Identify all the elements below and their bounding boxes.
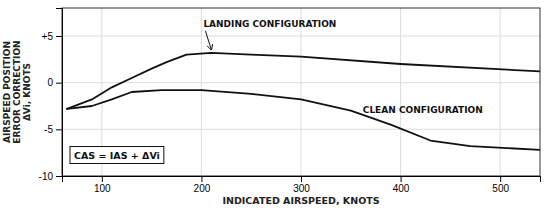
plot-frame <box>62 8 540 176</box>
tick-mark <box>401 176 402 182</box>
tick: 400 <box>393 176 410 194</box>
tick-mark <box>56 36 62 37</box>
tick-label: -5 <box>44 124 53 135</box>
lines <box>67 53 540 150</box>
y-axis: -10 -5 0 +5 <box>39 9 63 182</box>
plot: 100 200 300 400 500 -10 -5 0 +5 LANDING CONFIGURA… <box>39 8 541 194</box>
tick-label: 300 <box>293 183 310 194</box>
y-axis-title-line: AIRSPEED POSITION <box>2 41 12 143</box>
tick-mark <box>102 176 103 182</box>
tick-label: 0 <box>47 77 53 88</box>
y-axis-title-line: ΔVi, KNOTS <box>22 63 32 121</box>
tick-label: +5 <box>42 31 54 42</box>
annotation-arrow <box>205 31 211 50</box>
tick: 500 <box>492 176 509 194</box>
y-axis-title: AIRSPEED POSITIONERROR CORRECTIONΔVi, KN… <box>2 40 32 143</box>
tick-label: 200 <box>194 183 211 194</box>
formula-box <box>70 147 164 164</box>
tick: +5 <box>42 31 62 42</box>
tick-mark <box>56 83 62 84</box>
grid-line-x <box>301 8 302 176</box>
chart: 100 200 300 400 500 -10 -5 0 +5 LANDING CONFIGURA… <box>0 0 550 208</box>
axis-line <box>56 9 63 177</box>
labels: LANDING CONFIGURATION CLEAN CONFIGURATION… <box>70 19 483 163</box>
tick: 100 <box>94 176 111 194</box>
tick-mark <box>56 176 62 177</box>
tick-label: -10 <box>39 171 54 182</box>
grid <box>62 8 540 176</box>
tick: 200 <box>194 176 211 194</box>
tick-label: 100 <box>94 183 111 194</box>
tick-mark <box>500 176 501 182</box>
tick: -10 <box>39 171 62 182</box>
grid-line-x <box>201 8 202 176</box>
tick-label: 500 <box>492 183 509 194</box>
axis-line <box>63 177 541 183</box>
series-label: LANDING CONFIGURATION <box>203 19 336 29</box>
tick-mark <box>56 129 62 130</box>
formula: CAS = IAS + ΔVi <box>70 147 164 164</box>
formula-text: CAS = IAS + ΔVi <box>74 150 160 161</box>
tick-mark <box>201 176 202 182</box>
grid-line-y <box>62 36 540 37</box>
x-axis-title: INDICATED AIRSPEED, KNOTS <box>222 195 379 206</box>
grid-line-y <box>62 82 540 83</box>
tick-mark <box>301 176 302 182</box>
tick-label: 400 <box>393 183 410 194</box>
grid-line-x <box>500 8 501 176</box>
series-label: CLEAN CONFIGURATION <box>363 105 483 115</box>
x-axis: 100 200 300 400 500 <box>63 176 541 194</box>
series-line <box>67 90 540 150</box>
tick: 0 <box>47 77 62 88</box>
tick: 300 <box>293 176 310 194</box>
grid-line-y <box>62 129 540 130</box>
grid-line-x <box>400 8 401 176</box>
tick: -5 <box>44 124 62 135</box>
y-axis-title-line: ERROR CORRECTION <box>12 40 22 143</box>
